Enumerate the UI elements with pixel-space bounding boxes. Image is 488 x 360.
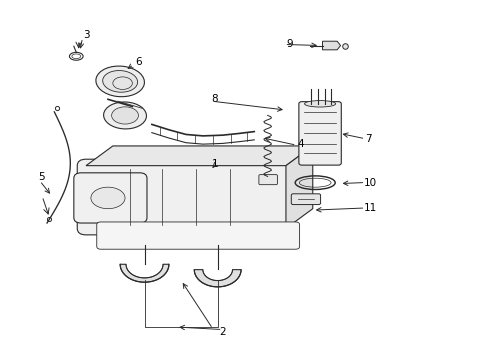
FancyBboxPatch shape: [291, 194, 320, 204]
Text: 2: 2: [219, 327, 225, 337]
Text: 10: 10: [363, 177, 376, 188]
Ellipse shape: [96, 66, 144, 97]
Ellipse shape: [304, 100, 335, 107]
Text: 8: 8: [210, 94, 217, 104]
Polygon shape: [194, 270, 241, 287]
Polygon shape: [285, 146, 312, 228]
Polygon shape: [86, 146, 312, 166]
FancyBboxPatch shape: [77, 159, 294, 235]
Text: 3: 3: [82, 30, 89, 40]
Text: 6: 6: [135, 57, 142, 67]
Text: 11: 11: [363, 203, 376, 213]
Text: 5: 5: [38, 172, 44, 182]
FancyBboxPatch shape: [298, 102, 341, 165]
Text: 9: 9: [286, 40, 293, 49]
Polygon shape: [322, 41, 340, 50]
FancyBboxPatch shape: [258, 175, 277, 185]
FancyBboxPatch shape: [74, 173, 147, 223]
Text: 1: 1: [211, 159, 218, 169]
Polygon shape: [120, 264, 168, 282]
Text: 4: 4: [297, 139, 303, 149]
Ellipse shape: [102, 71, 137, 92]
Text: 7: 7: [365, 134, 371, 144]
Ellipse shape: [91, 187, 125, 209]
Ellipse shape: [111, 107, 138, 124]
Ellipse shape: [103, 102, 146, 129]
FancyBboxPatch shape: [97, 222, 299, 249]
